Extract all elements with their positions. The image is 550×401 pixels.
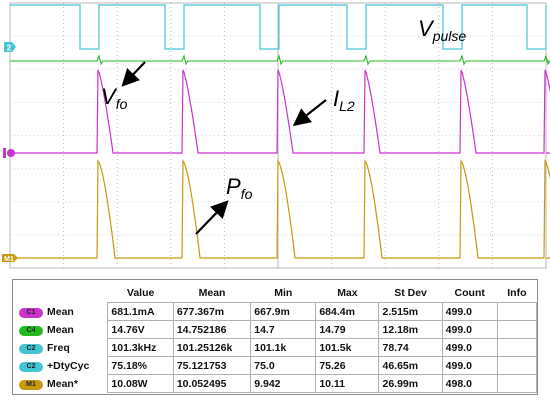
trace-c1-il2 <box>10 69 550 154</box>
measurement-min: 75.0 <box>250 356 317 375</box>
measurement-row: C4 Mean 14.76V 14.752186 14.7 14.79 12.18m 499.… <box>19 320 538 339</box>
measurement-info <box>496 338 538 357</box>
measurement-row: C1 Mean 681.1mA 677.367m 667.9m 684.4m 2.515m 4… <box>19 302 538 321</box>
measurement-count: 499.0 <box>441 338 498 357</box>
marker-m1-icon <box>2 254 18 262</box>
measurement-value: 14.76V <box>107 320 174 339</box>
label-vfo-sub: fo <box>115 96 128 112</box>
measurement-value: 75.18% <box>107 356 174 375</box>
measurement-row: C2 Freq 101.3kHz 101.25126k 101.1k 101.5k 78.7… <box>19 338 538 357</box>
measurement-count: 499.0 <box>441 320 498 339</box>
measurement-min: 14.7 <box>250 320 317 339</box>
label-vfo: Vfo <box>101 84 128 112</box>
measurement-max: 14.79 <box>315 320 380 339</box>
channel-badge: C2 <box>19 344 43 354</box>
measurement-value: 681.1mA <box>107 302 174 321</box>
measurement-max: 101.5k <box>315 338 380 357</box>
measurement-min: 667.9m <box>250 302 317 321</box>
measurement-header-row: Value Mean Min Max St Dev Count Info <box>19 283 537 303</box>
label-vpulse-main: V <box>418 16 433 41</box>
measurement-count: 498.0 <box>441 374 498 393</box>
measurement-panel: Value Mean Min Max St Dev Count Info C1 M… <box>12 279 538 395</box>
channel-badge: C2 <box>19 362 43 372</box>
channel-badge-cell: C2 <box>19 357 45 375</box>
arrow-pfo-icon <box>195 200 229 235</box>
label-pfo-sub: fo <box>240 186 253 202</box>
marker-c2-label: 2 <box>7 44 12 53</box>
measurement-row: M1 Mean* 10.08W 10.052495 9.942 10.11 26.99m 49… <box>19 374 538 393</box>
measurement-name: Freq <box>47 341 70 354</box>
marker-m1-label: M1 <box>4 256 14 263</box>
measurement-name: Mean <box>47 323 74 336</box>
marker-c2-icon <box>4 42 16 52</box>
measurement-mean: 75.121753 <box>172 356 252 375</box>
trace-c4-vfo <box>10 54 550 66</box>
label-pfo: Pfo <box>226 174 253 202</box>
header-count: Count <box>454 286 485 299</box>
measurement-min: 9.942 <box>250 374 317 393</box>
measurement-mean: 101.25126k <box>172 338 252 357</box>
measurement-count: 499.0 <box>441 356 498 375</box>
measurement-stdev: 12.18m <box>378 320 443 339</box>
header-name <box>45 283 108 303</box>
header-min: Min <box>274 286 293 299</box>
measurement-stdev: 26.99m <box>378 374 443 393</box>
measurement-stdev: 78.74 <box>378 338 443 357</box>
label-vpulse: Vpulse <box>418 16 467 44</box>
label-pfo-main: P <box>226 174 241 199</box>
trace-c2-pulse <box>10 4 547 50</box>
header-max: Max <box>337 286 358 299</box>
channel-badge-cell: M1 <box>19 375 45 393</box>
measurement-count: 499.0 <box>441 302 498 321</box>
header-stdev: St Dev <box>394 286 427 299</box>
measurement-max: 75.26 <box>315 356 380 375</box>
measurement-max: 684.4m <box>315 302 380 321</box>
measurement-name: +DtyCyc <box>47 359 90 372</box>
measurement-mean: 14.752186 <box>172 320 252 339</box>
label-vfo-main: V <box>101 84 116 109</box>
measurement-row: C2 +DtyCyc 75.18% 75.121753 75.0 75.26 46.65m 4… <box>19 356 538 375</box>
channel-badge: C4 <box>19 326 43 336</box>
measurement-min: 101.1k <box>250 338 317 357</box>
channel-badge-cell: C4 <box>19 321 45 339</box>
measurement-info <box>496 356 538 375</box>
channel-badge-cell: C1 <box>19 303 45 321</box>
marker-c1-dot <box>7 149 15 157</box>
header-value: Value <box>126 286 155 299</box>
channel-badge: M1 <box>19 380 43 390</box>
measurement-value: 10.08W <box>107 374 174 393</box>
channel-badge: C1 <box>19 308 43 318</box>
measurement-name: Mean <box>47 305 74 318</box>
measurement-name: Mean* <box>47 377 78 390</box>
measurement-info <box>496 302 538 321</box>
measurement-max: 10.11 <box>315 374 380 393</box>
header-chan <box>19 283 45 303</box>
trace-m1-pfo <box>10 158 550 259</box>
header-mean: Mean <box>198 286 226 299</box>
waveform-area: 2 M1 <box>2 2 550 269</box>
measurement-stdev: 46.65m <box>378 356 443 375</box>
scope-display: 2 M1 Vpulse Vfo IL2 Pfo <box>2 2 550 269</box>
header-info: Info <box>507 286 527 299</box>
measurement-mean: 10.052495 <box>172 374 252 393</box>
marker-c1-icon <box>3 148 6 158</box>
measurement-mean: 677.367m <box>172 302 252 321</box>
label-vpulse-sub: pulse <box>432 28 467 44</box>
arrow-il2-icon <box>292 99 327 127</box>
channel-badge-cell: C2 <box>19 339 45 357</box>
measurement-stdev: 2.515m <box>378 302 443 321</box>
label-il2-sub: L2 <box>339 98 355 114</box>
measurement-table: Value Mean Min Max St Dev Count Info C1 M… <box>19 283 538 393</box>
label-il2: IL2 <box>333 86 355 114</box>
label-il2-main: I <box>333 86 340 111</box>
measurement-info <box>496 374 538 393</box>
measurement-info <box>496 320 538 339</box>
arrow-vfo-icon <box>121 61 146 87</box>
measurement-value: 101.3kHz <box>107 338 174 357</box>
